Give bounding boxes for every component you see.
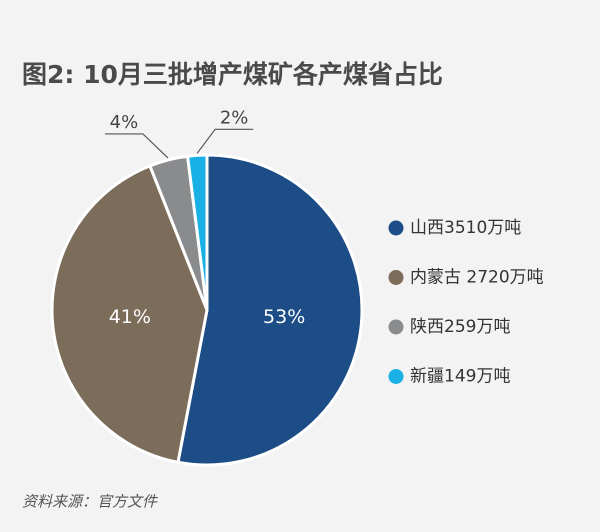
leader-line (196, 128, 254, 154)
pie-slice (176, 153, 364, 467)
leader-line (104, 133, 169, 159)
legend-marker (388, 270, 404, 285)
slice-label: 4% (110, 112, 139, 133)
legend-label: 内蒙古 2720万吨 (410, 268, 544, 288)
pie-slice (185, 153, 209, 311)
slice-label: 2% (220, 107, 249, 128)
chart-title: 图2: 10月三批增产煤矿各产煤省占比 (22, 60, 443, 89)
legend-marker (388, 220, 404, 236)
legend-marker (388, 369, 404, 384)
legend-label: 山西3510万吨 (410, 218, 521, 238)
pie-slice (50, 163, 209, 465)
legend-marker (388, 319, 404, 335)
slice-label: 53% (263, 306, 305, 328)
source-note: 资料来源：官方文件 (22, 493, 159, 511)
legend-label: 陕西259万吨 (410, 317, 510, 337)
slice-label: 41% (109, 306, 151, 328)
legend-label: 新疆149万吨 (410, 367, 510, 387)
